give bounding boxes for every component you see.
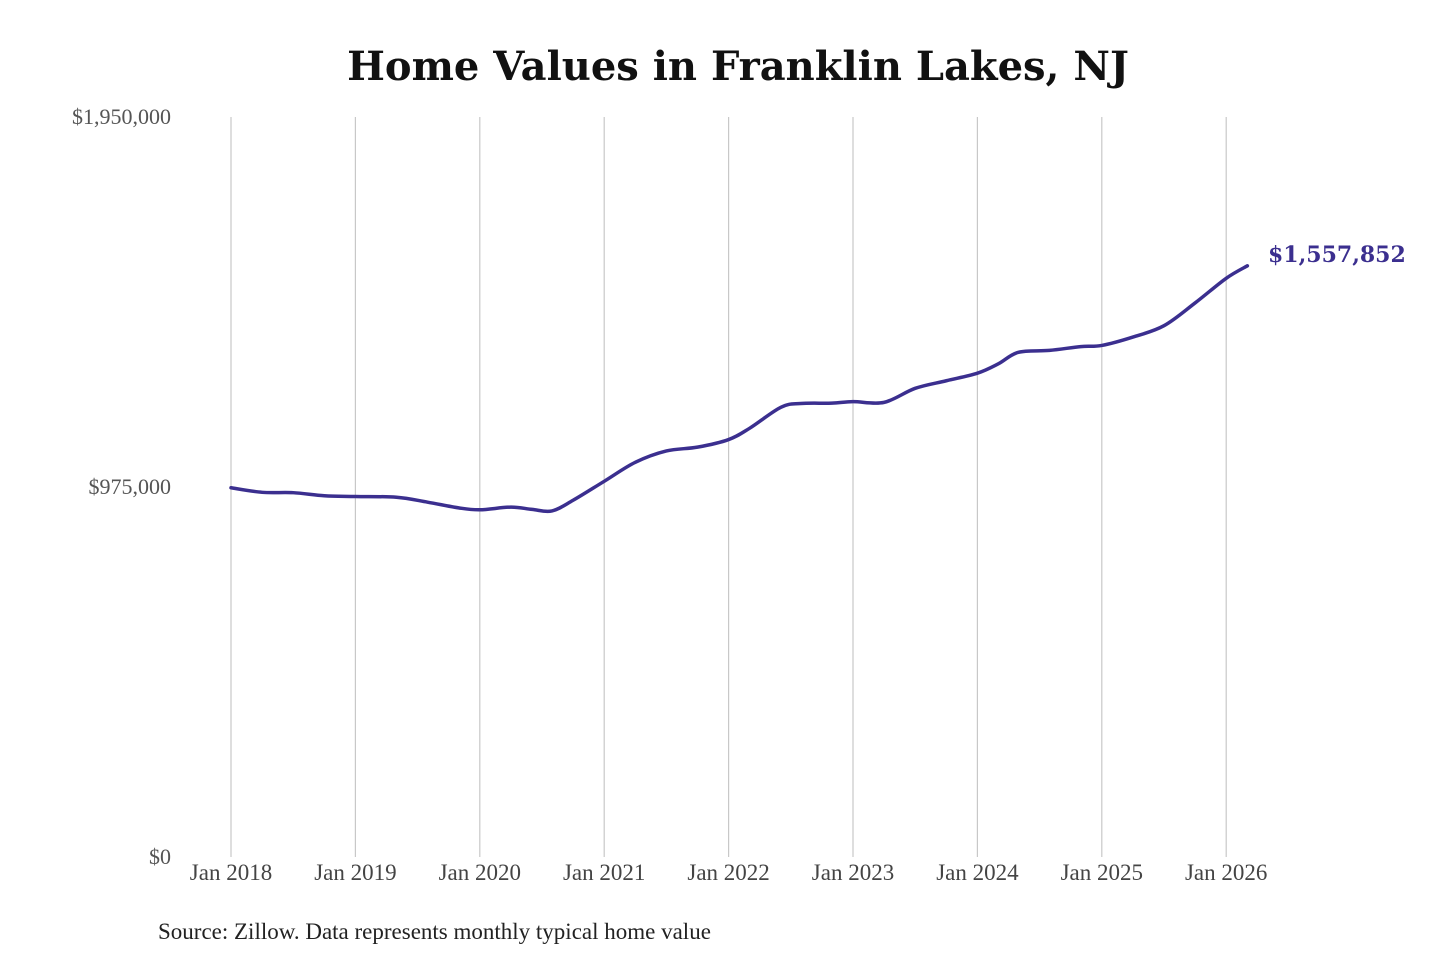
series-group (229, 264, 1250, 514)
home-value-series-line (229, 264, 1250, 514)
y-tick-label: $975,000 (89, 474, 172, 499)
end-value-label: $1,557,852 (1268, 242, 1406, 268)
x-tick-label: Jan 2019 (314, 860, 396, 885)
gridlines (230, 117, 1227, 857)
y-tick-label: $1,950,000 (72, 104, 171, 129)
x-tick-label: Jan 2018 (190, 860, 272, 885)
y-axis-ticks: $0 $975,000 $1,950,000 (72, 104, 171, 869)
x-tick-label: Jan 2020 (439, 860, 521, 885)
x-tick-label: Jan 2024 (936, 860, 1019, 885)
y-tick-label: $0 (149, 844, 171, 869)
chart-title: Home Values in Franklin Lakes, NJ (347, 43, 1129, 90)
source-note: Source: Zillow. Data represents monthly … (158, 919, 711, 944)
x-tick-label: Jan 2023 (812, 860, 894, 885)
x-tick-label: Jan 2022 (687, 860, 769, 885)
x-tick-label: Jan 2025 (1061, 860, 1143, 885)
x-tick-label: Jan 2026 (1185, 860, 1267, 885)
x-axis-ticks: Jan 2018 Jan 2019 Jan 2020 Jan 2021 Jan 2022… (190, 860, 1268, 885)
x-tick-label: Jan 2021 (563, 860, 645, 885)
